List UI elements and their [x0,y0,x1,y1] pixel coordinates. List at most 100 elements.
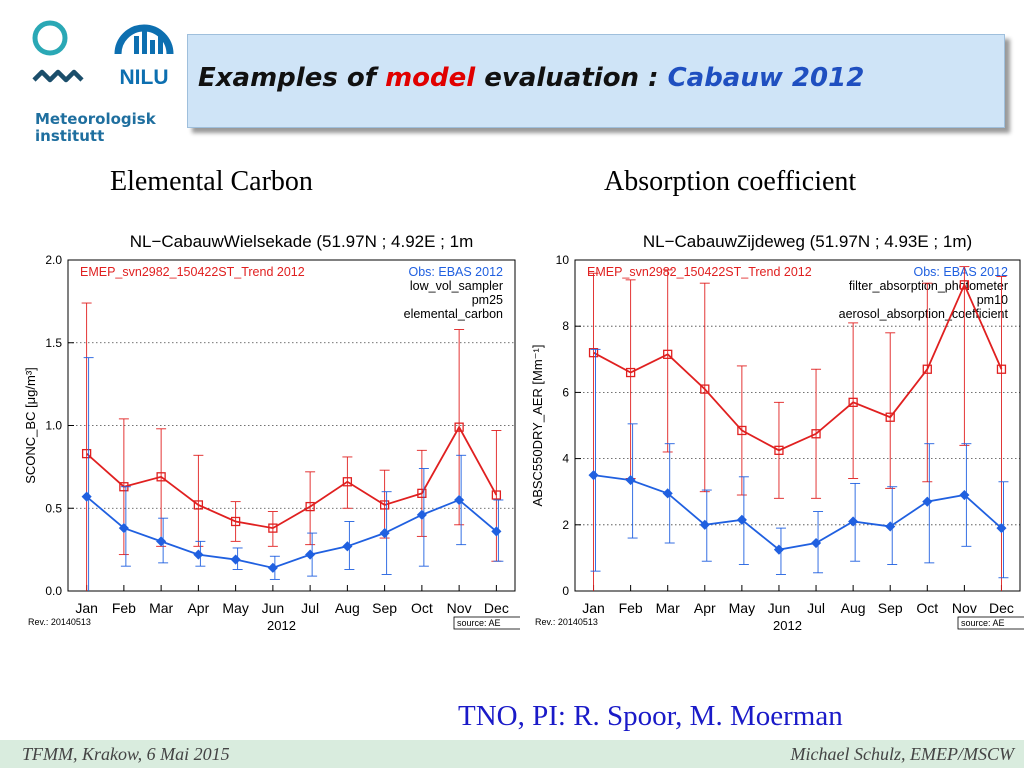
revision-label: Rev.: 20140513 [535,617,598,627]
data-point [379,500,390,510]
y-axis-label: SCONC_BC [μg/m³] [23,367,38,484]
data-point [379,528,390,539]
met-logo-line2: institutt [35,127,105,145]
chart-heading-elemental-carbon: Elemental Carbon [110,166,313,197]
legend-obs: Obs: EBAS 2012 [408,265,503,279]
data-point [193,500,204,510]
data-point [996,523,1007,534]
title-part-examples: Examples of [198,63,386,93]
data-point [81,491,92,502]
data-point [699,519,710,530]
legend-obs-detail: elemental_carbon [404,307,503,321]
met-institutt-logo [32,20,84,83]
data-point [156,472,166,482]
data-point [588,470,599,481]
data-point [230,516,241,527]
legend-model: EMEP_svn2982_150422ST_Trend 2012 [80,265,305,279]
x-tick-label: Feb [112,600,136,616]
legend-obs-detail: pm10 [977,293,1008,307]
series-line [86,425,498,530]
data-point [342,477,353,487]
data-point [417,488,427,499]
data-point [885,521,896,532]
y-tick-label: 8 [562,319,569,333]
series-line [593,282,1003,452]
data-point [588,348,599,358]
x-tick-label: Dec [989,600,1014,616]
legend-obs-detail: aerosol_absorption_coefficient [839,307,1009,321]
chart-title: NL−CabauwZijdeweg (51.97N ; 4.93E ; 1m) [643,232,972,251]
source-label: source: AE [457,618,501,628]
data-point [885,412,895,422]
x-tick-label: Sep [372,600,397,616]
data-point [959,280,970,290]
data-point [810,537,822,549]
legend-obs-detail: pm25 [472,293,503,307]
legend-obs: Obs: EBAS 2012 [913,265,1008,279]
x-tick-label: Nov [952,600,977,616]
footer-left-text: TFMM, Krakow, 6 Mai 2015 [22,744,230,764]
data-point [773,544,785,555]
nilu-logo-text: NILU [120,66,169,89]
y-tick-label: 1.0 [45,419,62,433]
data-point [193,549,204,560]
data-point [736,514,747,525]
series-line [593,474,1003,551]
data-point [305,501,315,512]
title-part-evaluation: evaluation : [475,63,668,93]
y-tick-label: 6 [562,385,569,399]
legend-model: EMEP_svn2982_150422ST_Trend 2012 [587,265,812,279]
data-point [922,496,933,507]
data-point [454,422,464,432]
x-axis-label: 2012 [773,618,802,633]
x-tick-label: Sep [878,600,903,616]
data-point [959,489,970,501]
x-tick-label: May [222,600,248,616]
data-point [342,541,353,552]
x-tick-label: Nov [447,600,472,616]
plot-frame [574,259,1021,592]
data-point [81,448,92,459]
y-tick-label: 10 [556,253,570,267]
data-point [454,494,465,506]
met-logo-line1: Meteorologisk [35,110,156,128]
x-tick-label: Jun [768,600,791,616]
data-point [268,523,278,533]
data-point [305,549,316,560]
met-logo-text: Meteorologisk institutt [35,111,156,145]
x-tick-label: Feb [619,600,643,616]
y-tick-label: 2.0 [45,253,62,267]
series-line [86,495,497,569]
data-point [848,516,859,527]
y-tick-label: 2 [562,518,569,532]
source-label: source: AE [961,618,1005,628]
data-point [811,429,821,439]
x-tick-label: Apr [187,600,209,616]
x-tick-label: Oct [411,600,433,616]
title-part-model: model [385,63,476,93]
x-tick-label: Mar [149,600,173,616]
x-axis-label: 2012 [267,618,296,633]
x-tick-label: Aug [841,600,866,616]
x-tick-label: Jan [75,600,98,616]
y-tick-label: 0.5 [45,501,62,515]
y-tick-label: 0.0 [45,584,62,598]
data-point [267,562,278,573]
x-tick-label: Jul [301,600,319,616]
data-point [737,425,747,436]
x-tick-label: Apr [694,600,716,616]
data-point [416,509,427,520]
x-tick-label: Oct [916,600,938,616]
x-tick-label: Jun [262,600,285,616]
data-point [996,364,1007,374]
nilu-logo: NILU [114,24,174,89]
y-tick-label: 4 [562,452,569,466]
page-title: Examples of model evaluation : Cabauw 20… [198,63,864,93]
revision-label: Rev.: 20140513 [28,617,91,627]
data-point [625,475,636,486]
data-point [700,384,710,394]
data-point [662,488,673,499]
data-point [118,523,129,534]
chart-elemental-carbon: NL−CabauwWielsekade (51.97N ; 4.92E ; 1m… [23,232,520,633]
title-part-site: Cabauw 2012 [667,63,865,93]
